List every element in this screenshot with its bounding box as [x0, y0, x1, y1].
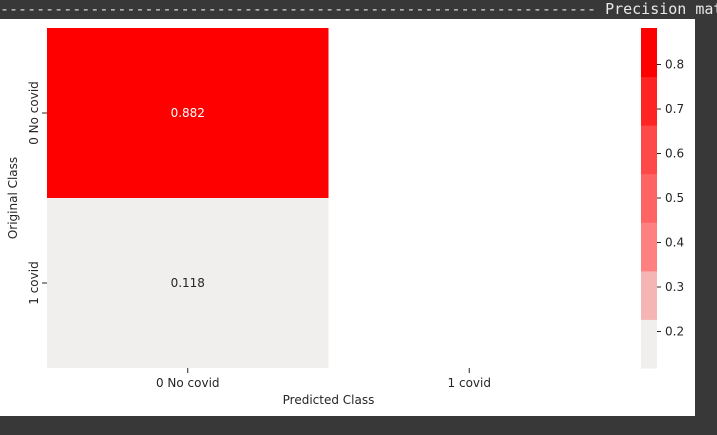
section-banner: ----------------------------------------…: [0, 0, 717, 18]
colorbar-bin: [641, 125, 657, 175]
heatmap-cell-0-0: [47, 28, 329, 198]
banner-title: Precision matrix: [605, 0, 717, 18]
colorbar-bin: [641, 173, 657, 223]
banner-left-dashes: ----------------------------------------…: [0, 0, 606, 18]
x-tick-label: 1 covid: [448, 376, 491, 390]
y-axis-label: Original Class: [6, 157, 20, 239]
colorbar-bin: [641, 319, 657, 369]
colorbar-tick-label: 0.7: [665, 102, 684, 116]
plot-panel: 0.882 0.118 0 No covid 1 covid 0 No covid 1 c…: [0, 19, 695, 416]
colorbar-tick-label: 0.8: [665, 57, 684, 71]
y-tick-label: 1 covid: [27, 261, 41, 304]
heatmap-cell-1-0: [47, 198, 329, 368]
colorbar-bin: [641, 28, 657, 78]
x-tick-label: 0 No covid: [156, 376, 220, 390]
colorbar-tick-label: 0.5: [665, 191, 684, 205]
colorbar-tick-label: 0.6: [665, 146, 684, 160]
colorbar-bin: [641, 270, 657, 320]
colorbar-tick-label: 0.4: [665, 236, 684, 250]
colorbar-bin: [641, 76, 657, 126]
y-tick-label: 0 No covid: [27, 81, 41, 145]
x-axis-label: Predicted Class: [283, 393, 375, 407]
colorbar-tick-label: 0.3: [665, 280, 684, 294]
cell-value-label: 0.882: [171, 106, 205, 120]
precision-matrix-chart: 0.882 0.118 0 No covid 1 covid 0 No covid 1 c…: [6, 28, 684, 407]
cell-value-label: 0.118: [171, 276, 205, 290]
colorbar-bin: [641, 222, 657, 272]
colorbar-tick-label: 0.2: [665, 325, 684, 339]
